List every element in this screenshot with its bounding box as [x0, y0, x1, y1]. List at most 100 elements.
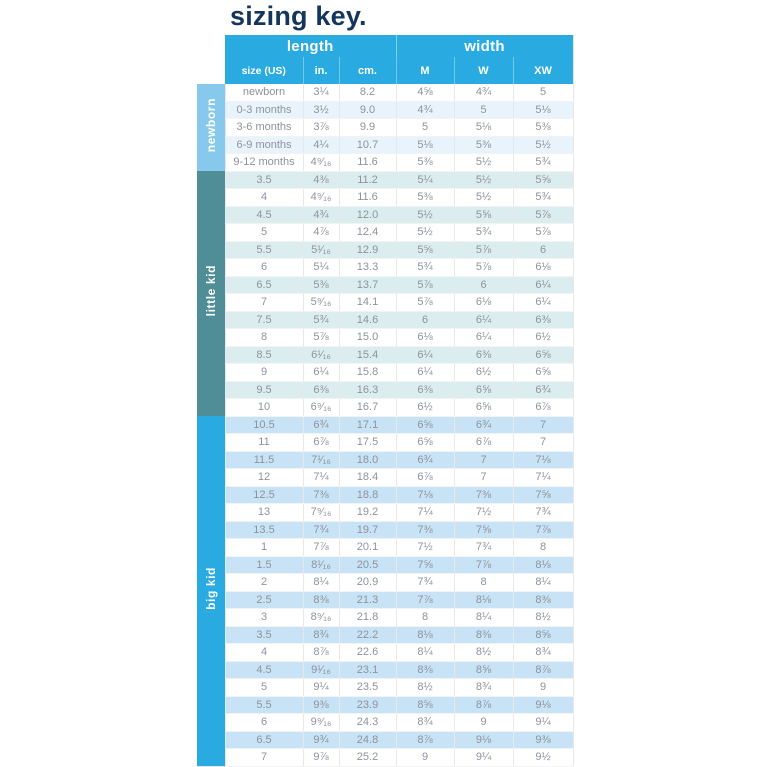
cm-cell: 18.8	[338, 486, 396, 504]
size-cell: 9.5	[224, 381, 303, 399]
width-m-cell: 8⅛	[395, 626, 454, 644]
table-row: 6 9⁹⁄₁₆ 24.3 8¾ 9 9¼	[197, 713, 574, 732]
width-m-cell: 5¼	[395, 171, 454, 189]
header-group-length: length	[225, 35, 396, 57]
width-w-cell: 9	[453, 713, 513, 732]
table-row: 5 4⅞ 12.4 5½ 5¾ 5⅞	[197, 223, 574, 242]
width-m-cell: 8¾	[395, 713, 454, 732]
table-row: 7.5 5¾ 14.6 6 6¼ 6⅜	[197, 311, 574, 329]
column-header-m: M	[395, 57, 454, 84]
inches-cell: 4¾	[302, 206, 339, 224]
width-xw-cell: 7⅝	[512, 486, 574, 504]
width-m-cell: 6⅛	[395, 328, 454, 347]
width-m-cell: 6⅝	[395, 416, 454, 434]
cm-cell: 22.2	[338, 626, 396, 644]
width-w-cell: 8¾	[453, 678, 513, 697]
width-xw-cell: 7	[512, 416, 574, 434]
width-m-cell: 7¼	[395, 503, 454, 522]
size-cell: 0-3 months	[224, 101, 303, 119]
width-w-cell: 7⅞	[453, 556, 513, 574]
cm-cell: 23.5	[338, 678, 396, 697]
section-band-little-kid: little kid	[197, 171, 225, 416]
cm-cell: 10.7	[338, 136, 396, 154]
width-w-cell: 6⅜	[453, 346, 513, 364]
cm-cell: 22.6	[338, 643, 396, 662]
table-row: 8 5⅞ 15.0 6⅛ 6¼ 6½	[197, 328, 574, 347]
width-m-cell: 6⅞	[395, 468, 454, 487]
size-cell: 6.5	[224, 731, 303, 749]
size-cell: 8	[224, 328, 303, 347]
section-label: big kid	[203, 566, 218, 610]
cm-cell: 11.6	[338, 188, 396, 207]
width-m-cell: 8½	[395, 678, 454, 697]
width-xw-cell: 7¼	[512, 468, 574, 487]
inches-cell: 5¾	[302, 311, 339, 329]
cm-cell: 17.1	[338, 416, 396, 434]
size-cell: 9-12 months	[224, 153, 303, 172]
size-cell: 3-6 months	[224, 118, 303, 137]
size-cell: 6.5	[224, 276, 303, 294]
inches-cell: 4⅞	[302, 223, 339, 242]
inches-cell: 5¹⁄₁₆	[302, 241, 339, 259]
size-cell: 4.5	[224, 661, 303, 679]
table-row: 7 5⁹⁄₁₆ 14.1 5⅞ 6⅛ 6¼	[197, 293, 574, 312]
table-row: 3-6 months 3⅞ 9.9 5 5⅛ 5⅜	[197, 118, 574, 137]
inches-cell: 3½	[302, 101, 339, 119]
width-xw-cell: 5⅞	[512, 223, 574, 242]
inches-cell: 7⁹⁄₁₆	[302, 503, 339, 522]
size-cell: 12	[224, 468, 303, 487]
cm-cell: 21.3	[338, 591, 396, 609]
table-row: 4 8⅞ 22.6 8¼ 8½ 8¾	[197, 643, 574, 662]
table-row: 6-9 months 4¼ 10.7 5⅛ 5⅜ 5½	[197, 136, 574, 154]
inches-cell: 4¼	[302, 136, 339, 154]
column-header-cm: cm.	[338, 57, 396, 84]
cm-cell: 9.9	[338, 118, 396, 137]
cm-cell: 24.3	[338, 713, 396, 732]
size-cell: 11	[224, 433, 303, 452]
size-cell: 6	[224, 258, 303, 277]
table-row: 13 7⁹⁄₁₆ 19.2 7¼ 7½ 7¾	[197, 503, 574, 522]
width-w-cell: 7	[453, 451, 513, 469]
cm-cell: 23.1	[338, 661, 396, 679]
size-cell: 9	[224, 363, 303, 382]
width-xw-cell: 6⅞	[512, 398, 574, 417]
cm-cell: 21.8	[338, 608, 396, 627]
table-row: 2.5 8⅜ 21.3 7⅞ 8⅛ 8⅜	[197, 591, 574, 609]
width-w-cell: 5½	[453, 153, 513, 172]
width-w-cell: 8½	[453, 643, 513, 662]
width-m-cell: 6¼	[395, 363, 454, 382]
size-cell: 13.5	[224, 521, 303, 539]
width-w-cell: 5⅛	[453, 118, 513, 137]
width-xw-cell: 7¾	[512, 503, 574, 522]
table-row: 9-12 months 4⁹⁄₁₆ 11.6 5⅜ 5½ 5¾	[197, 153, 574, 172]
table-row: 3.5 8¾ 22.2 8⅛ 8⅜ 8⅝	[197, 626, 574, 644]
inches-cell: 6⁹⁄₁₆	[302, 398, 339, 417]
width-xw-cell: 7⅞	[512, 521, 574, 539]
size-cell: newborn	[224, 84, 303, 102]
width-m-cell: 6¼	[395, 346, 454, 364]
size-cell: 4	[224, 643, 303, 662]
inches-cell: 9⁹⁄₁₆	[302, 713, 339, 732]
table-row: 5.5 5¹⁄₁₆ 12.9 5⅝ 5⅞ 6	[197, 241, 574, 259]
width-xw-cell: 8½	[512, 608, 574, 627]
width-xw-cell: 6⅝	[512, 346, 574, 364]
width-m-cell: 9	[395, 748, 454, 767]
width-m-cell: 6½	[395, 398, 454, 417]
inches-cell: 4⁹⁄₁₆	[302, 153, 339, 172]
inches-cell: 5⅞	[302, 328, 339, 347]
header-group-width: width	[395, 35, 574, 57]
inches-cell: 7¼	[302, 468, 339, 487]
width-m-cell: 8¼	[395, 643, 454, 662]
cm-cell: 18.0	[338, 451, 396, 469]
width-m-cell: 8	[395, 608, 454, 627]
width-xw-cell: 5	[512, 84, 574, 102]
table-row: 12 7¼ 18.4 6⅞ 7 7¼	[197, 468, 574, 487]
cm-cell: 23.9	[338, 696, 396, 714]
width-w-cell: 8	[453, 573, 513, 592]
inches-cell: 5⁹⁄₁₆	[302, 293, 339, 312]
width-xw-cell: 5¾	[512, 153, 574, 172]
width-m-cell: 6⅜	[395, 381, 454, 399]
cm-cell: 12.0	[338, 206, 396, 224]
width-m-cell: 5⅜	[395, 188, 454, 207]
cm-cell: 8.2	[338, 84, 396, 102]
